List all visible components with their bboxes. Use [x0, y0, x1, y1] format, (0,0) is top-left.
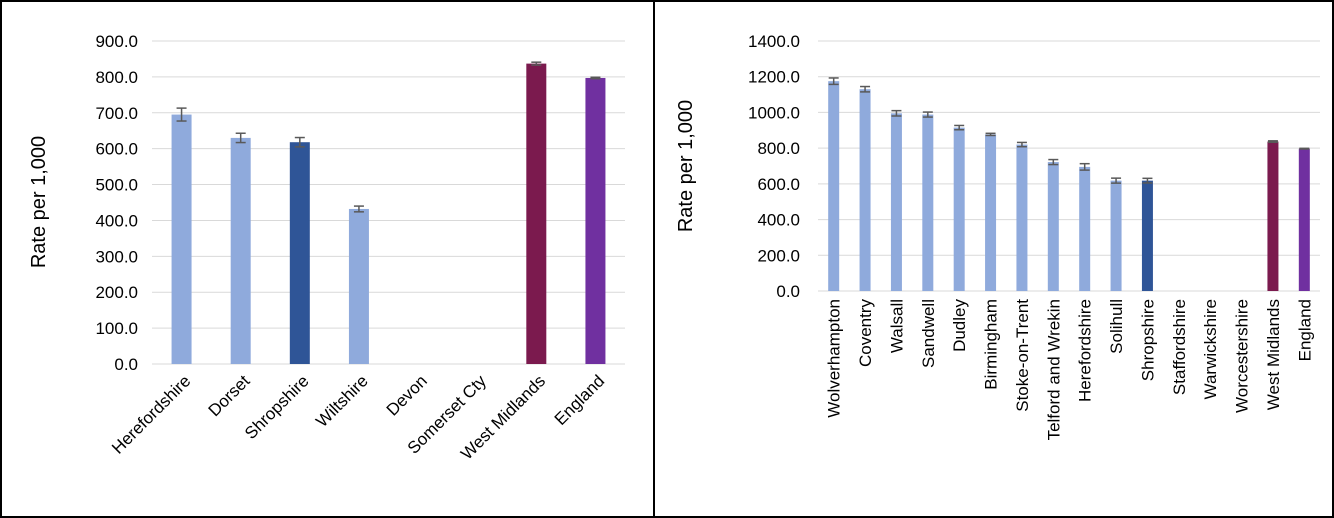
bar [828, 81, 840, 291]
bar [953, 127, 965, 291]
y-tick-label: 1400.0 [748, 32, 800, 51]
y-tick-label: 1200.0 [748, 68, 800, 87]
y-tick-label: 700.0 [95, 104, 138, 123]
bar [1079, 166, 1091, 291]
y-tick-label: 0.0 [114, 355, 138, 374]
bar [1110, 180, 1122, 291]
x-tick-label: Solihull [1107, 299, 1126, 354]
bar [1141, 180, 1153, 291]
y-tick-label: 100.0 [95, 319, 138, 338]
y-axis-label: Rate per 1,000 [28, 136, 50, 268]
bar [859, 89, 871, 291]
bar [890, 113, 902, 291]
x-tick-label: Staffordshire [1170, 299, 1189, 395]
y-tick-label: 200.0 [95, 283, 138, 302]
bar [348, 208, 369, 364]
y-tick-label: 1000.0 [748, 103, 800, 122]
x-tick-label: England [1295, 299, 1314, 361]
y-tick-label: 600.0 [757, 175, 800, 194]
x-tick-label: Warwickshire [1201, 299, 1220, 399]
x-tick-label: Telford and Wrekin [1044, 299, 1063, 440]
x-tick-label: Sandwell [919, 299, 938, 368]
x-tick-label: Wolverhampton [825, 299, 844, 418]
x-tick-label: Walsall [887, 299, 906, 353]
y-tick-label: 900.0 [95, 32, 138, 51]
bar [1047, 162, 1059, 291]
y-axis-label: Rate per 1,000 [675, 100, 697, 232]
x-tick-label: Shropshire [1138, 299, 1157, 381]
bar [230, 137, 251, 364]
y-tick-label: 200.0 [757, 246, 800, 265]
y-tick-label: 800.0 [757, 139, 800, 158]
y-tick-label: 300.0 [95, 247, 138, 266]
x-tick-label: Coventry [856, 299, 875, 368]
right-bar-chart: 0.0 200.0 400.0 600.0 800.0 1000.0 1200.0 1400.… [675, 32, 1320, 440]
y-tick-label: 400.0 [95, 211, 138, 230]
bar [985, 134, 997, 291]
bar [1267, 141, 1279, 291]
bar [922, 114, 934, 291]
x-tick-label: Birmingham [982, 299, 1001, 390]
bar [585, 77, 606, 365]
x-tick-label: Dudley [950, 299, 969, 352]
bar [171, 114, 192, 364]
bar [289, 142, 310, 364]
y-tick-label: 600.0 [95, 140, 138, 159]
bar [1298, 148, 1310, 291]
bar [1016, 144, 1028, 291]
x-tick-label: Stoke-on-Trent [1013, 299, 1032, 412]
x-tick-label: Worcestershire [1233, 299, 1252, 413]
x-tick-label: West Midlands [1264, 299, 1283, 410]
y-tick-label: 0.0 [776, 282, 800, 301]
bar [526, 63, 547, 365]
y-tick-label: 500.0 [95, 176, 138, 195]
y-tick-label: 800.0 [95, 68, 138, 87]
y-tick-label: 400.0 [757, 211, 800, 230]
x-tick-label: Herefordshire [1076, 299, 1095, 402]
